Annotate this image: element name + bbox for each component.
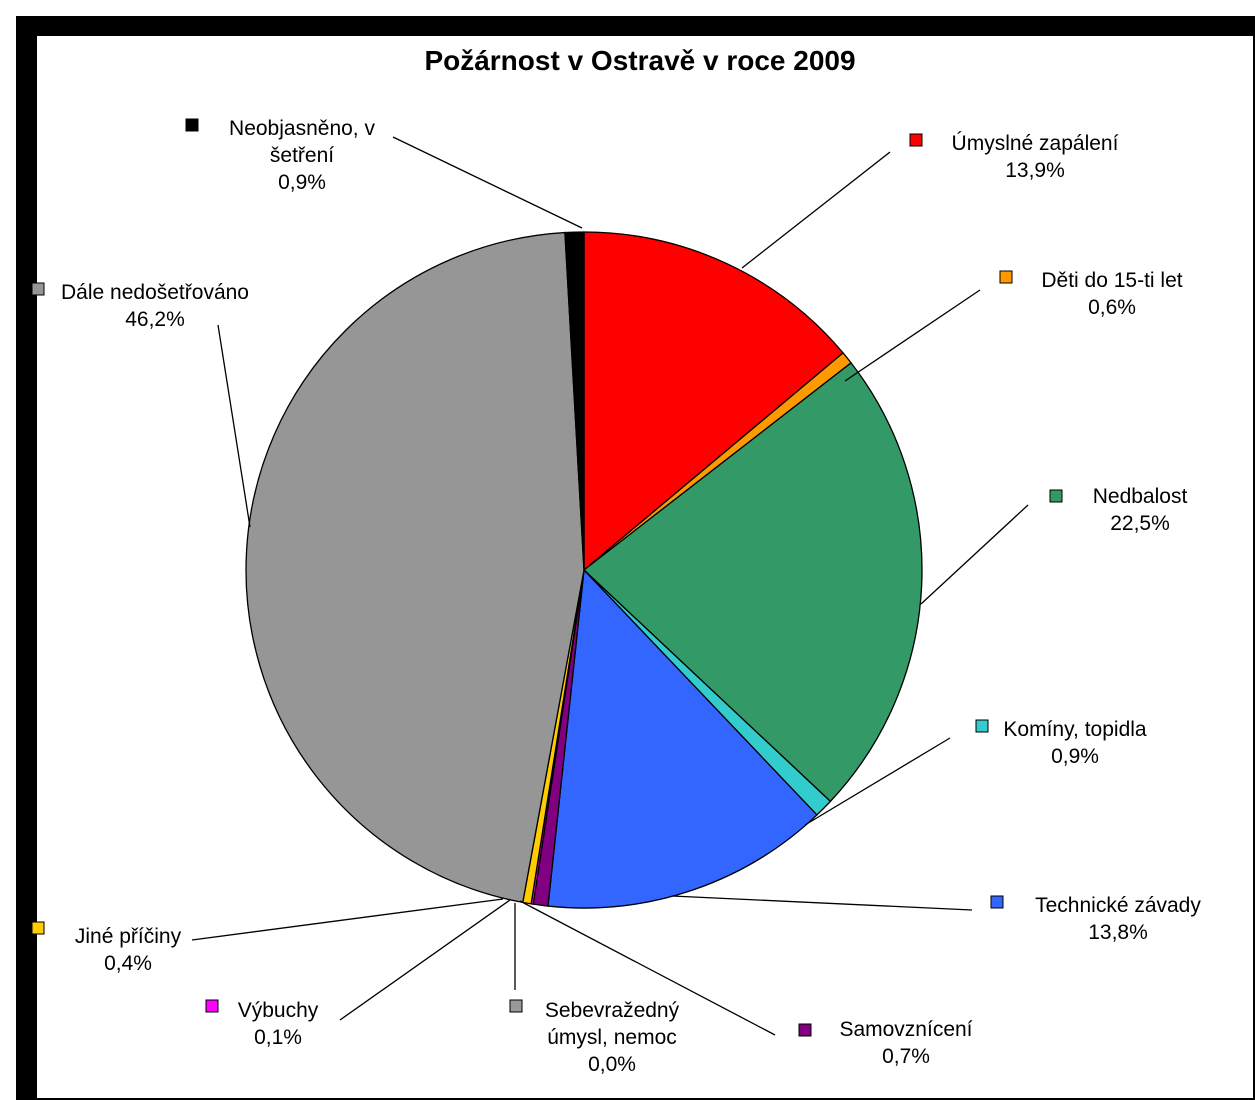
data-label-value: 0,1%: [254, 1026, 302, 1049]
leader-line: [671, 895, 973, 911]
leader-line: [741, 151, 891, 269]
data-label-value: 13,9%: [1005, 159, 1065, 182]
legend-marker: [31, 921, 45, 935]
legend-marker: [31, 282, 45, 296]
leader-line: [804, 737, 951, 826]
data-label-value: 0,9%: [1051, 745, 1099, 768]
data-label-category: Sebevražedný: [545, 999, 680, 1022]
data-label-category: Komíny, topidla: [1003, 718, 1147, 741]
pie-slices: [245, 231, 923, 909]
data-label-category: Samovznícení: [839, 1018, 972, 1041]
data-label-category: úmysl, nemoc: [547, 1026, 677, 1049]
data-label-category: Jiné příčiny: [75, 925, 182, 948]
legend-marker: [509, 999, 523, 1013]
data-label-value: 46,2%: [125, 308, 185, 331]
leader-line: [920, 504, 1029, 605]
leader-line: [392, 136, 583, 229]
pie-slice: [564, 231, 585, 571]
pie-slice: [583, 231, 844, 572]
pie-slice: [583, 361, 923, 803]
data-label-value: 0,7%: [882, 1045, 930, 1068]
legend-marker: [990, 895, 1004, 909]
data-label-value: 22,5%: [1110, 512, 1170, 535]
data-label-value: 0,6%: [1088, 296, 1136, 319]
legend-marker: [798, 1023, 812, 1037]
leader-line: [339, 899, 511, 1021]
data-label-value: 0,4%: [104, 952, 152, 975]
leader-line: [844, 289, 981, 382]
leader-line: [217, 324, 251, 528]
leader-lines: [191, 136, 1029, 1036]
pie-slice: [245, 231, 585, 904]
leader-line: [519, 900, 776, 1036]
legend-marker: [909, 133, 923, 147]
data-labels: Úmyslné zapálení 13,9% Děti do 15-ti let 0,…: [31, 117, 1201, 1076]
data-label-category: Úmyslné zapálení: [952, 132, 1119, 155]
data-label-category: Neobjasněno, v: [229, 117, 375, 140]
data-label-category: Výbuchy: [238, 999, 319, 1022]
legend-marker: [185, 118, 199, 132]
data-label-value: 0,0%: [588, 1053, 636, 1076]
pie-slice: [547, 568, 818, 909]
data-label-category: šetření: [270, 144, 334, 167]
chart-title: Požárnost v Ostravě v roce 2009: [424, 45, 855, 76]
data-label-category: Děti do 15-ti let: [1041, 269, 1182, 292]
data-label-value: 0,9%: [278, 171, 326, 194]
data-label-category: Nedbalost: [1093, 485, 1188, 508]
data-label-category: Dále nedošetřováno: [61, 281, 249, 304]
leader-line: [191, 898, 504, 941]
legend-marker: [999, 270, 1013, 284]
data-label-value: 13,8%: [1088, 921, 1148, 944]
legend-marker: [205, 999, 219, 1013]
data-label-category: Technické závady: [1035, 894, 1201, 917]
legend-marker: [1049, 489, 1063, 503]
legend-marker: [975, 719, 989, 733]
